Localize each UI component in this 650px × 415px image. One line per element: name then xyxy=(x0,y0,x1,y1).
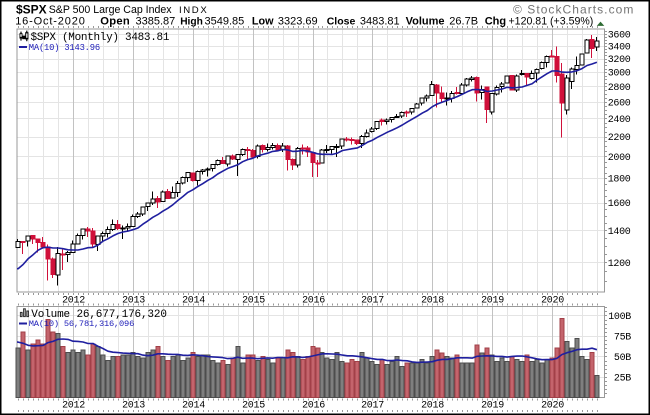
svg-text:2019: 2019 xyxy=(481,401,504,412)
svg-text:2600: 2600 xyxy=(608,98,631,109)
svg-text:25B: 25B xyxy=(614,373,631,384)
svg-text:3400: 3400 xyxy=(608,43,631,54)
svg-text:Chg: Chg xyxy=(485,16,506,28)
svg-text:2800: 2800 xyxy=(608,83,631,94)
svg-text:2012: 2012 xyxy=(62,401,85,412)
svg-text:Low: Low xyxy=(252,16,274,28)
svg-text:2017: 2017 xyxy=(361,295,384,306)
svg-text:2015: 2015 xyxy=(242,401,265,412)
svg-text:MA(10) 3143.96: MA(10) 3143.96 xyxy=(29,43,100,53)
svg-text:3600: 3600 xyxy=(608,31,631,42)
svg-text:High: High xyxy=(180,17,203,28)
svg-text:26.7B: 26.7B xyxy=(449,16,478,28)
svg-text:2400: 2400 xyxy=(608,115,631,126)
svg-text:1600: 1600 xyxy=(608,199,631,210)
svg-text:S&P 500 Large Cap Index: S&P 500 Large Cap Index xyxy=(49,4,173,16)
svg-text:1400: 1400 xyxy=(608,227,631,238)
svg-text:Volume 26,677,176,320: Volume 26,677,176,320 xyxy=(31,309,166,321)
svg-text:1800: 1800 xyxy=(608,175,631,186)
svg-text:2000: 2000 xyxy=(608,153,631,164)
svg-text:© StockCharts.com: © StockCharts.com xyxy=(513,3,634,17)
svg-text:75B: 75B xyxy=(614,332,631,343)
svg-text:2014: 2014 xyxy=(182,401,205,412)
svg-text:3200: 3200 xyxy=(608,55,631,66)
svg-text:2018: 2018 xyxy=(421,401,444,412)
svg-text:2016: 2016 xyxy=(302,401,325,412)
svg-text:2013: 2013 xyxy=(122,295,145,306)
svg-text:2013: 2013 xyxy=(122,401,145,412)
svg-text:MA(10) 56,781,316,096: MA(10) 56,781,316,096 xyxy=(29,319,134,329)
svg-text:Volume: Volume xyxy=(406,16,445,28)
svg-text:2014: 2014 xyxy=(182,295,205,306)
svg-text:3483.81: 3483.81 xyxy=(360,16,400,28)
svg-text:$SPX: $SPX xyxy=(16,3,47,17)
svg-text:2020: 2020 xyxy=(541,295,564,306)
svg-text:2018: 2018 xyxy=(421,295,444,306)
svg-text:3385.87: 3385.87 xyxy=(136,16,176,28)
svg-text:2016: 2016 xyxy=(302,295,325,306)
svg-text:1200: 1200 xyxy=(608,259,631,270)
svg-text:Close: Close xyxy=(327,16,356,28)
svg-text:+120.81 (+3.59%): +120.81 (+3.59%) xyxy=(509,16,594,28)
svg-text:2017: 2017 xyxy=(361,401,384,412)
svg-text:3000: 3000 xyxy=(608,69,631,80)
svg-text:2020: 2020 xyxy=(541,401,564,412)
svg-text:16-Oct-2020: 16-Oct-2020 xyxy=(15,16,86,28)
svg-text:2015: 2015 xyxy=(242,295,265,306)
svg-text:3549.85: 3549.85 xyxy=(205,16,245,28)
svg-text:Open: Open xyxy=(100,16,130,28)
svg-text:3323.69: 3323.69 xyxy=(278,16,318,28)
svg-text:2012: 2012 xyxy=(62,295,85,306)
svg-text:2200: 2200 xyxy=(608,133,631,144)
svg-text:50B: 50B xyxy=(614,353,631,364)
svg-text:INDX: INDX xyxy=(179,5,208,16)
svg-text:$SPX (Monthly) 3483.81: $SPX (Monthly) 3483.81 xyxy=(31,32,170,44)
svg-text:100B: 100B xyxy=(608,312,631,323)
svg-text:2019: 2019 xyxy=(481,295,504,306)
